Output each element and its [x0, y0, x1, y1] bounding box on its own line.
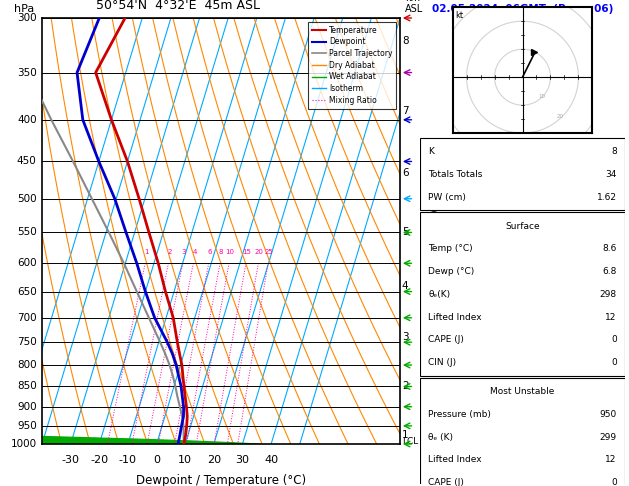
Text: 350: 350: [17, 68, 36, 78]
Text: 6: 6: [402, 168, 408, 178]
Text: Dewpoint / Temperature (°C): Dewpoint / Temperature (°C): [136, 474, 306, 486]
Text: K: K: [428, 147, 434, 156]
Text: 5: 5: [402, 227, 408, 238]
Text: 20: 20: [255, 249, 264, 255]
Text: km
ASL: km ASL: [405, 0, 423, 14]
Text: Lifted Index: Lifted Index: [428, 455, 482, 465]
Text: -20: -20: [90, 454, 108, 465]
Legend: Temperature, Dewpoint, Parcel Trajectory, Dry Adiabat, Wet Adiabat, Isotherm, Mi: Temperature, Dewpoint, Parcel Trajectory…: [308, 22, 396, 108]
Text: 400: 400: [17, 115, 36, 125]
Text: kt: kt: [455, 11, 464, 20]
Text: 7: 7: [402, 106, 408, 116]
Text: 450: 450: [17, 156, 36, 167]
Text: 0: 0: [153, 454, 160, 465]
Text: 2: 2: [167, 249, 172, 255]
Text: 600: 600: [17, 258, 36, 268]
Text: 950: 950: [599, 410, 617, 419]
Text: Lifted Index: Lifted Index: [428, 312, 482, 322]
Text: hPa: hPa: [14, 4, 34, 14]
Text: 0: 0: [611, 358, 617, 367]
Bar: [420, 378, 625, 486]
Text: 6.8: 6.8: [603, 267, 617, 276]
Text: 10: 10: [538, 94, 545, 99]
Text: 15: 15: [243, 249, 252, 255]
Text: 02.05.2024  06GMT  (Base: 06): 02.05.2024 06GMT (Base: 06): [432, 4, 613, 14]
Text: 0: 0: [611, 478, 617, 486]
Text: CAPE (J): CAPE (J): [428, 335, 464, 345]
Text: CIN (J): CIN (J): [428, 358, 456, 367]
Text: 4: 4: [192, 249, 197, 255]
Text: 4: 4: [402, 281, 408, 291]
Text: 10: 10: [178, 454, 192, 465]
Text: Mixing Ratio (g/kg): Mixing Ratio (g/kg): [431, 209, 440, 295]
Text: CAPE (J): CAPE (J): [428, 478, 464, 486]
Text: 12: 12: [606, 312, 617, 322]
Text: -30: -30: [62, 454, 80, 465]
Text: Surface: Surface: [505, 222, 540, 231]
Text: Pressure (mb): Pressure (mb): [428, 410, 491, 419]
Text: PW (cm): PW (cm): [428, 192, 466, 202]
Text: 1: 1: [144, 249, 148, 255]
Text: 0: 0: [611, 335, 617, 345]
Text: 30: 30: [235, 454, 250, 465]
Text: 3: 3: [182, 249, 186, 255]
Text: 298: 298: [599, 290, 617, 299]
Text: 3: 3: [402, 332, 408, 343]
Text: 550: 550: [17, 227, 36, 238]
Text: Temp (°C): Temp (°C): [428, 244, 473, 253]
Text: 12: 12: [606, 455, 617, 465]
Text: θₑ (K): θₑ (K): [428, 433, 454, 442]
Text: Dewp (°C): Dewp (°C): [428, 267, 474, 276]
Text: 8: 8: [402, 36, 408, 46]
Text: 800: 800: [17, 360, 36, 370]
Text: 34: 34: [606, 170, 617, 179]
Text: 6: 6: [208, 249, 212, 255]
Text: Most Unstable: Most Unstable: [491, 387, 555, 396]
Text: 50°54'N  4°32'E  45m ASL: 50°54'N 4°32'E 45m ASL: [96, 0, 260, 12]
Text: 10: 10: [226, 249, 235, 255]
Text: 850: 850: [17, 382, 36, 392]
Text: 20: 20: [557, 114, 564, 119]
Text: 1: 1: [402, 430, 408, 440]
Text: 1.62: 1.62: [597, 192, 617, 202]
Text: 299: 299: [599, 433, 617, 442]
Text: 8: 8: [611, 147, 617, 156]
Text: 8: 8: [219, 249, 223, 255]
Bar: [420, 212, 625, 376]
Text: 950: 950: [17, 421, 36, 431]
Bar: [420, 138, 625, 210]
Text: 700: 700: [17, 313, 36, 323]
Text: 2: 2: [402, 382, 408, 392]
Text: © weatheronline.co.uk: © weatheronline.co.uk: [474, 472, 571, 482]
Text: 650: 650: [17, 287, 36, 296]
Text: 25: 25: [265, 249, 274, 255]
Text: 1000: 1000: [11, 439, 36, 449]
Text: 900: 900: [17, 402, 36, 412]
Text: 40: 40: [264, 454, 278, 465]
Text: Totals Totals: Totals Totals: [428, 170, 482, 179]
Text: 500: 500: [17, 194, 36, 204]
Text: LCL: LCL: [402, 437, 418, 446]
Text: -10: -10: [119, 454, 137, 465]
Text: 300: 300: [17, 13, 36, 23]
Text: 20: 20: [207, 454, 221, 465]
Text: 750: 750: [17, 337, 36, 347]
Text: θₑ(K): θₑ(K): [428, 290, 450, 299]
Text: 8.6: 8.6: [603, 244, 617, 253]
